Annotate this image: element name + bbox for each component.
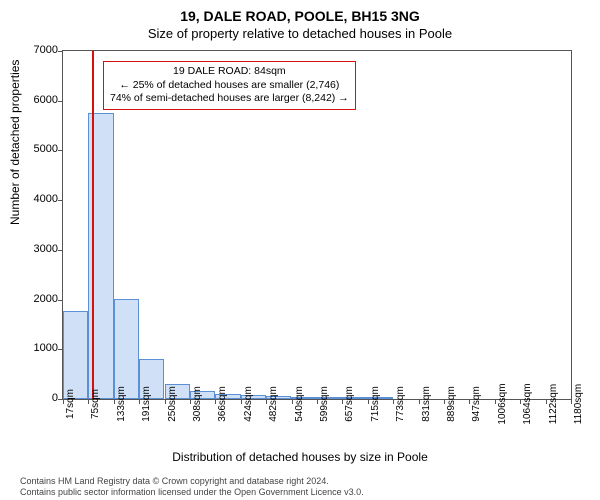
x-tick-label: 1180sqm <box>573 384 584 424</box>
x-tick-label: 1006sqm <box>497 383 508 424</box>
x-tick-label: 250sqm <box>167 386 178 422</box>
x-tick <box>546 399 547 404</box>
x-tick-label: 17sqm <box>65 389 76 419</box>
chart-title: 19, DALE ROAD, POOLE, BH15 3NG <box>0 0 600 24</box>
x-tick-label: 308sqm <box>192 386 203 422</box>
y-tick-label: 6000 <box>34 94 58 106</box>
y-tick-label: 3000 <box>34 243 58 255</box>
x-tick-label: 482sqm <box>268 386 279 422</box>
y-axis-label: Number of detached properties <box>8 60 22 225</box>
x-tick <box>165 399 166 404</box>
x-tick-label: 424sqm <box>243 386 254 422</box>
y-tick-label: 7000 <box>34 44 58 56</box>
x-tick <box>241 399 242 404</box>
x-tick-label: 889sqm <box>446 386 457 422</box>
x-tick <box>419 399 420 404</box>
x-tick <box>190 399 191 404</box>
x-tick-label: 715sqm <box>370 386 381 422</box>
y-tick <box>58 250 63 251</box>
x-tick-label: 831sqm <box>421 386 432 422</box>
callout-line1: 19 DALE ROAD: 84sqm <box>173 65 286 77</box>
x-tick-label: 1122sqm <box>548 384 559 424</box>
x-tick <box>292 399 293 404</box>
chart-subtitle: Size of property relative to detached ho… <box>0 24 600 41</box>
callout-line2: ← 25% of detached houses are smaller (2,… <box>119 79 339 91</box>
x-tick-label: 947sqm <box>471 386 482 422</box>
y-tick <box>58 200 63 201</box>
y-tick-label: 1000 <box>34 342 58 354</box>
histogram-bar <box>63 311 88 399</box>
x-tick <box>63 399 64 404</box>
callout-line3: 74% of semi-detached houses are larger (… <box>110 92 349 104</box>
x-tick-label: 657sqm <box>344 386 355 422</box>
y-tick <box>58 101 63 102</box>
y-tick-label: 0 <box>52 392 58 404</box>
marker-line <box>92 51 94 399</box>
chart-container: 19, DALE ROAD, POOLE, BH15 3NG Size of p… <box>0 0 600 500</box>
x-tick-label: 133sqm <box>116 386 127 422</box>
x-tick <box>114 399 115 404</box>
plot-area: 19 DALE ROAD: 84sqm ← 25% of detached hou… <box>62 50 572 400</box>
y-tick <box>58 300 63 301</box>
y-tick <box>58 150 63 151</box>
x-axis-label: Distribution of detached houses by size … <box>0 450 600 464</box>
x-tick-label: 191sqm <box>141 386 152 422</box>
x-tick-label: 366sqm <box>217 386 228 422</box>
x-tick <box>444 399 445 404</box>
x-tick <box>495 399 496 404</box>
copyright-text: Contains HM Land Registry data © Crown c… <box>20 476 364 499</box>
y-tick-label: 5000 <box>34 143 58 155</box>
x-tick-label: 540sqm <box>294 386 305 422</box>
x-tick-label: 599sqm <box>319 386 330 422</box>
y-tick-label: 2000 <box>34 293 58 305</box>
y-tick <box>58 51 63 52</box>
callout-box: 19 DALE ROAD: 84sqm ← 25% of detached hou… <box>103 61 356 110</box>
histogram-bar <box>114 299 139 399</box>
copyright-line2: Contains public sector information licen… <box>20 487 364 497</box>
x-tick-label: 1064sqm <box>522 383 533 424</box>
x-tick-label: 773sqm <box>395 386 406 422</box>
y-tick-label: 4000 <box>34 193 58 205</box>
x-tick-label: 75sqm <box>90 389 101 419</box>
x-tick <box>368 399 369 404</box>
copyright-line1: Contains HM Land Registry data © Crown c… <box>20 476 329 486</box>
x-tick <box>571 399 572 404</box>
x-tick <box>317 399 318 404</box>
